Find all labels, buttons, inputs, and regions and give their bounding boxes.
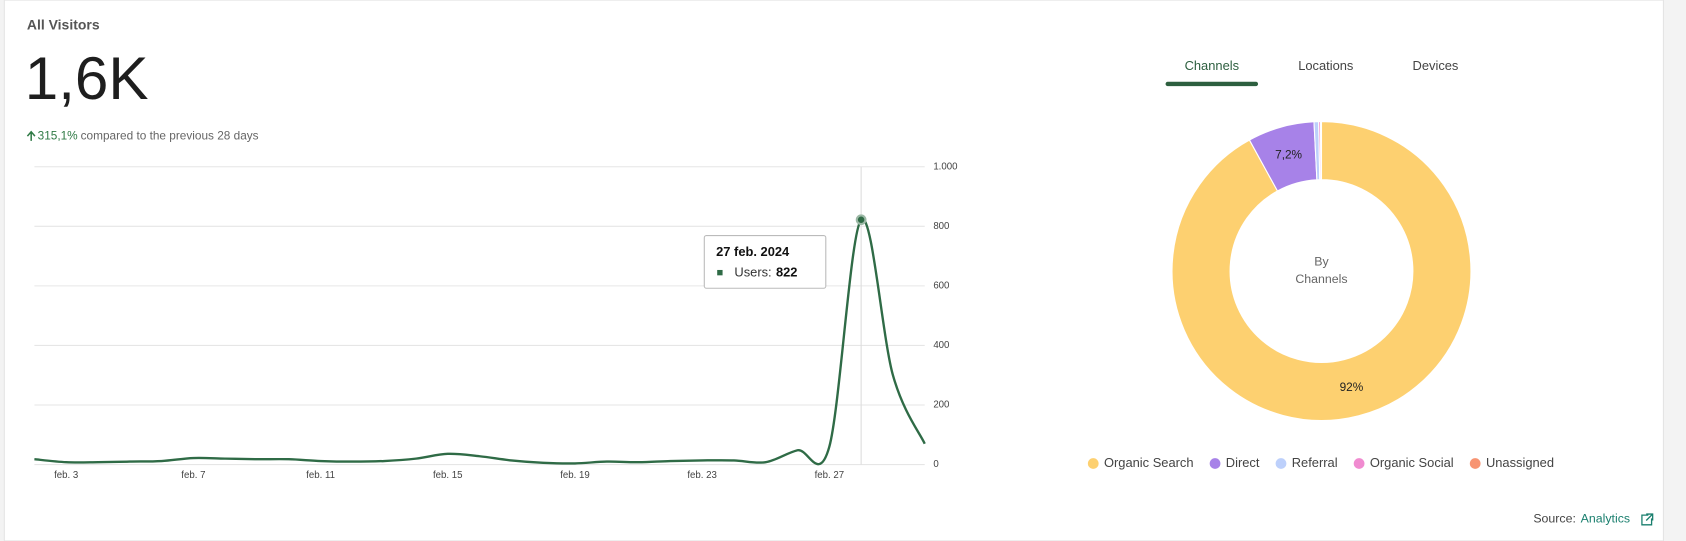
tooltip-title: 27 feb. 2024 [716, 244, 790, 259]
source-link[interactable]: Analytics [1581, 512, 1630, 526]
x-tick-label: feb. 11 [306, 470, 335, 481]
legend-label[interactable]: Organic Search [1104, 455, 1194, 470]
segment-label: 7,2% [1275, 147, 1302, 161]
segment-label: 92% [1340, 380, 1364, 394]
legend-swatch [1209, 458, 1221, 469]
source-label: Source: [1533, 512, 1576, 526]
x-tick-label: feb. 23 [687, 470, 717, 481]
x-tick-label: feb. 27 [815, 470, 845, 481]
total-value: 1,6K [25, 44, 149, 112]
active-tab-indicator [1165, 81, 1259, 87]
tooltip-swatch [717, 269, 723, 276]
external-link-icon[interactable] [1641, 513, 1654, 526]
hover-point [855, 214, 867, 226]
tooltip-label: Users: [734, 265, 771, 280]
change-value: 315,1% [38, 129, 79, 143]
legend-swatch [1353, 458, 1365, 469]
y-tick-label: 200 [933, 400, 949, 411]
tab[interactable]: Channels [1185, 58, 1239, 73]
legend-swatch [1469, 458, 1481, 469]
legend-swatch [1087, 458, 1099, 469]
x-tick-label: feb. 7 [181, 470, 205, 481]
comparison-text: compared to the previous 28 days [81, 129, 259, 143]
up-arrow [26, 130, 36, 141]
legend-label[interactable]: Direct [1226, 455, 1260, 470]
legend-label[interactable]: Unassigned [1486, 455, 1554, 470]
y-tick-label: 800 [933, 221, 949, 232]
x-tick-label: feb. 19 [560, 470, 590, 481]
center-label: Channels [1295, 272, 1347, 286]
line-series [34, 218, 926, 466]
y-tick-label: 600 [933, 280, 949, 291]
legend-label[interactable]: Referral [1292, 455, 1338, 470]
card [3, 0, 1664, 541]
legend-label[interactable]: Organic Social [1370, 455, 1454, 470]
y-tick-label: 400 [933, 340, 949, 351]
tooltip-value: 822 [776, 265, 798, 280]
tab[interactable]: Locations [1298, 58, 1353, 73]
line-chart: 0 200 400 600 800 1.000 feb. 3 feb. 7 feb. 11 feb… [34, 161, 957, 481]
y-tick-label: 0 [933, 459, 938, 470]
card-title: All Visitors [27, 17, 100, 33]
x-tick-label: feb. 15 [433, 470, 463, 481]
donut-segment [1320, 121, 1323, 181]
y-tick-label: 1.000 [933, 161, 957, 172]
tabs: Channels Locations Devices [1185, 58, 1459, 73]
center-label: By [1314, 255, 1329, 269]
donut-segment [1171, 121, 1472, 422]
tab[interactable]: Devices [1413, 58, 1459, 73]
tooltip-box [703, 235, 827, 289]
donut-chart: 92% 7,2% By Channels Organic Search Direct Ref… [1087, 121, 1554, 470]
legend-swatch [1275, 458, 1287, 469]
x-tick-label: feb. 3 [54, 470, 78, 481]
